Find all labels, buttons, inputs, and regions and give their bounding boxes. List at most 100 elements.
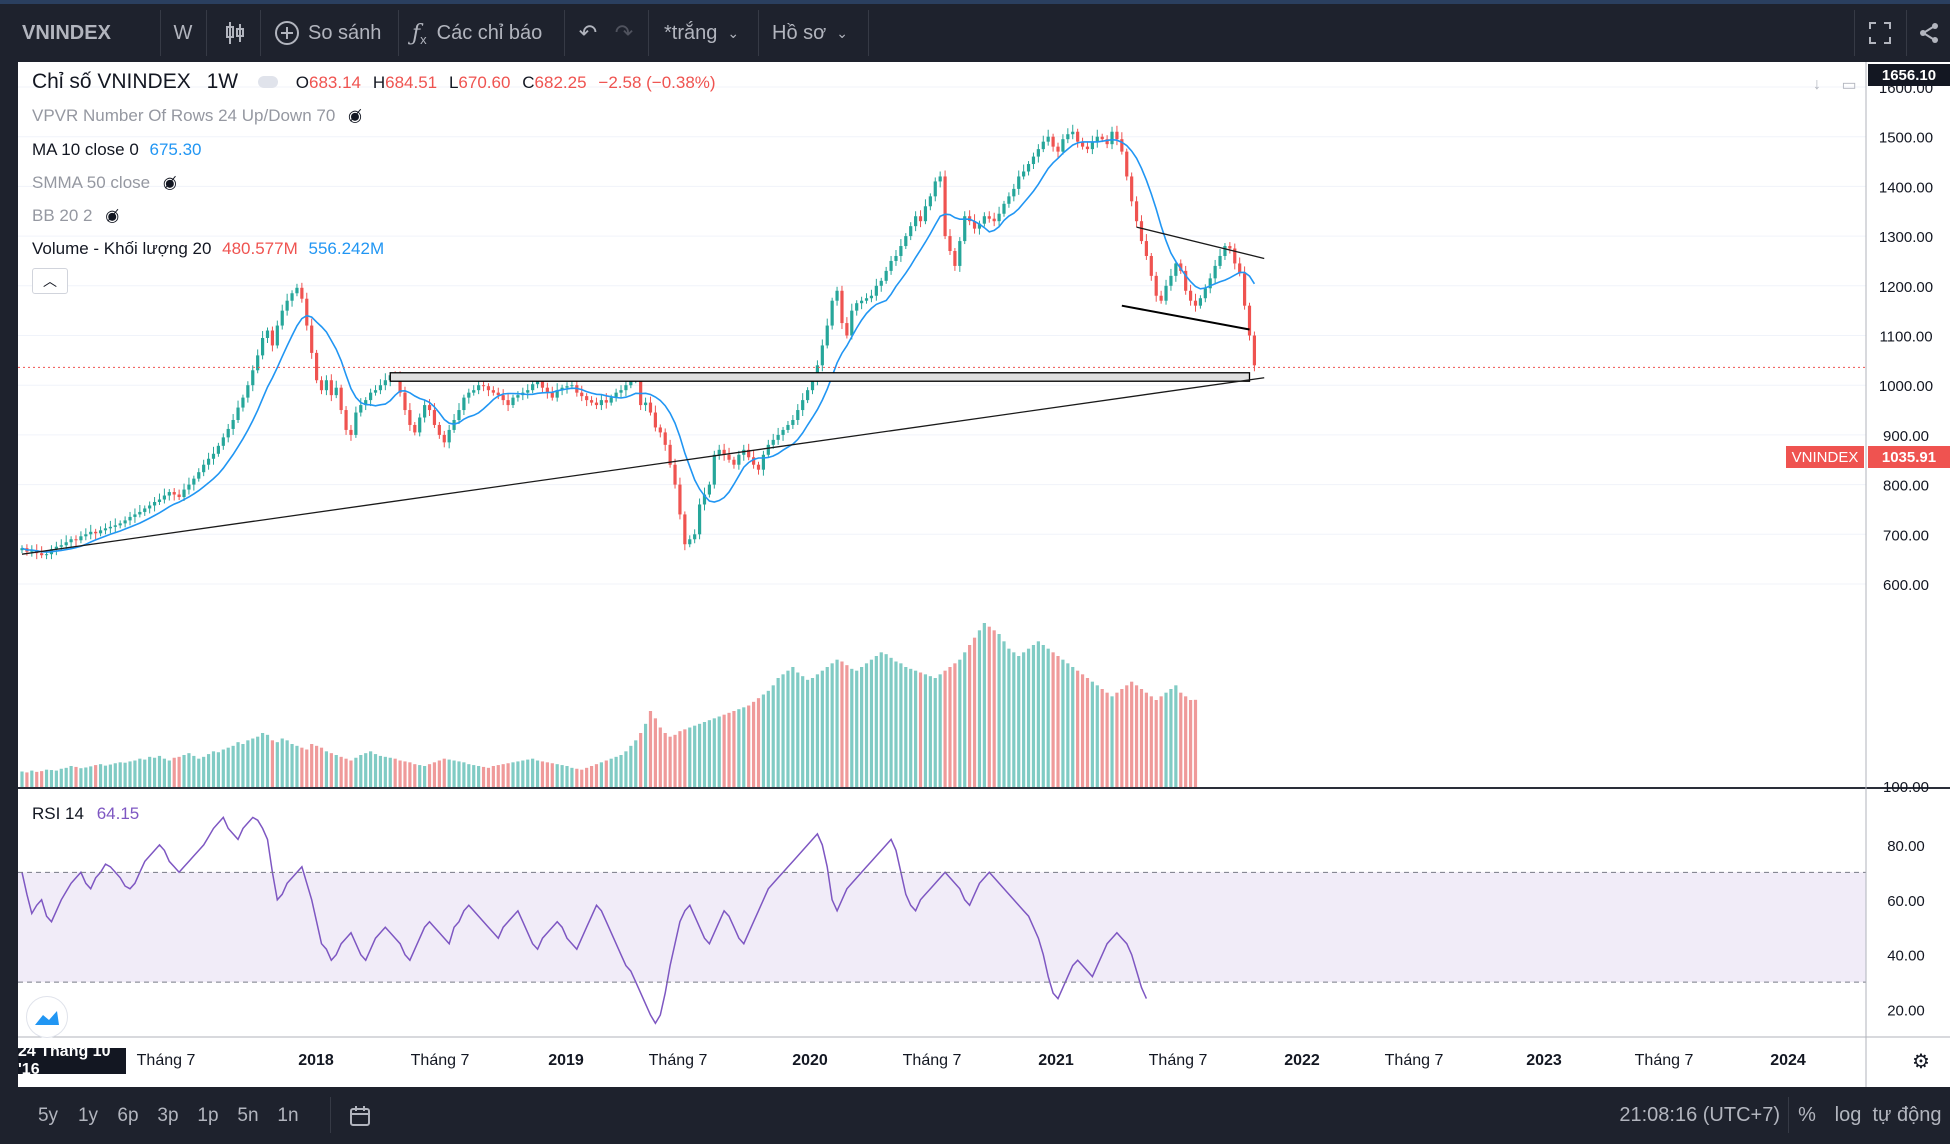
volume-bar xyxy=(604,760,608,788)
profile-dropdown[interactable]: Hồ sơ ⌄ xyxy=(772,4,868,62)
volume-bar xyxy=(953,663,957,788)
symbol-tag: VNINDEX xyxy=(1786,446,1864,468)
volume-bar xyxy=(349,760,353,788)
volume-bar xyxy=(486,767,491,788)
compare-button[interactable]: So sánh xyxy=(274,4,394,62)
volume-bar xyxy=(167,760,171,788)
template-dropdown[interactable]: *trắng ⌄ xyxy=(664,4,764,62)
legend-collapse-pill[interactable] xyxy=(257,76,278,89)
clock[interactable]: 21:08:16 (UTC+7) xyxy=(1590,1087,1780,1144)
range-button-6p[interactable]: 6p xyxy=(117,1104,139,1126)
restore-button[interactable]: ▭ xyxy=(1836,72,1862,98)
grid-lines xyxy=(18,86,1866,585)
legend-interval: 1W xyxy=(206,70,239,93)
volume-bar xyxy=(157,755,162,788)
chart-area[interactable]: 1600.00 1500.00 1400.00 1300.00 1200.00 1100.… xyxy=(18,62,1950,1087)
symbol-search-button[interactable]: VNINDEX xyxy=(22,4,142,62)
volume-bar xyxy=(840,661,844,788)
candle-body xyxy=(265,330,270,338)
candle-body xyxy=(128,516,132,521)
percent-toggle[interactable]: % xyxy=(1790,1087,1824,1144)
candle-body xyxy=(418,417,422,433)
candle-body xyxy=(182,489,186,498)
candle-body xyxy=(1110,131,1114,145)
volume-bar xyxy=(324,751,329,788)
candle-body xyxy=(231,419,235,429)
goto-date-button[interactable] xyxy=(348,1087,378,1144)
price-tick-label: 1300.00 xyxy=(1879,229,1933,246)
auto-toggle[interactable]: tự động xyxy=(1872,1087,1942,1144)
volume-bar xyxy=(977,630,982,788)
volume-bar xyxy=(256,736,260,788)
volume-bar xyxy=(1012,652,1016,788)
chart-svg[interactable]: 1600.001500.001400.001300.001200.001100.… xyxy=(18,62,1950,1087)
range-button-1n[interactable]: 1n xyxy=(277,1104,299,1126)
candle-body xyxy=(678,484,682,515)
candle-body xyxy=(791,419,795,425)
share-button[interactable] xyxy=(1914,4,1944,62)
range-button-3p[interactable]: 3p xyxy=(157,1104,179,1126)
volume-bar xyxy=(408,762,412,788)
redo-icon: ↷ xyxy=(614,20,634,45)
candle-body xyxy=(177,494,181,498)
volume-bar xyxy=(403,761,407,788)
chart-type-button[interactable] xyxy=(220,4,250,62)
volume-bar xyxy=(727,712,731,788)
scroll-down-button[interactable]: ↓ xyxy=(1804,72,1830,98)
chevron-up-icon: ︿ xyxy=(43,273,57,289)
range-button-1y[interactable]: 1y xyxy=(77,1104,99,1126)
volume-bar xyxy=(418,765,422,788)
candle-body xyxy=(477,385,481,391)
candle-body xyxy=(383,380,387,386)
candle-body xyxy=(506,400,510,406)
range-button-5n[interactable]: 5n xyxy=(237,1104,259,1126)
eye-hidden-icon[interactable]: ◉̸ xyxy=(348,108,362,125)
candle-body xyxy=(732,459,736,465)
range-button-5y[interactable]: 5y xyxy=(37,1104,59,1126)
eye-hidden-icon[interactable]: ◉̸ xyxy=(105,208,120,225)
rsi-value: 64.15 xyxy=(96,804,140,823)
volume-bar xyxy=(972,637,977,788)
candle-body xyxy=(192,478,196,485)
volume-bar xyxy=(295,745,299,788)
volume-bar xyxy=(35,771,39,788)
volume-bar xyxy=(280,738,284,788)
volume-bar xyxy=(177,756,181,788)
candle-body xyxy=(1076,131,1080,142)
redo-button[interactable]: ↷ xyxy=(612,4,636,62)
candle-body xyxy=(889,260,893,271)
legend-bb: BB 20 2 ◉̸ xyxy=(32,206,119,226)
fullscreen-button[interactable] xyxy=(1862,4,1898,62)
volume-bar xyxy=(899,663,903,788)
price-tick-label: 1100.00 xyxy=(1879,329,1932,346)
volume-bar xyxy=(737,709,741,788)
candle-body xyxy=(305,298,309,326)
volume-bar xyxy=(1031,645,1036,788)
candle-body xyxy=(206,458,211,465)
candle-body xyxy=(1085,146,1090,150)
candle-body xyxy=(162,495,166,500)
settings-button[interactable]: ⚙ xyxy=(1908,1048,1934,1074)
bb-label: BB 20 2 xyxy=(32,206,93,225)
volume-bar xyxy=(678,731,682,788)
volume-bar xyxy=(796,672,800,788)
volume-bar xyxy=(1095,685,1099,788)
rsi-tick-label: 20.00 xyxy=(1887,1003,1925,1020)
candle-body xyxy=(290,293,294,301)
range-button-1p[interactable]: 1p xyxy=(197,1104,219,1126)
interval-button[interactable]: W xyxy=(162,4,204,62)
candle-body xyxy=(658,427,662,433)
undo-button[interactable]: ↶ xyxy=(576,4,600,62)
legend-collapse-button[interactable]: ︿ xyxy=(32,268,68,294)
candle-body xyxy=(133,514,137,517)
log-toggle[interactable]: log xyxy=(1828,1087,1868,1144)
tradingview-logo[interactable] xyxy=(26,996,68,1038)
candle-body xyxy=(776,434,780,440)
candle-body xyxy=(702,494,707,505)
candle-body xyxy=(874,285,878,296)
arrow-down-icon: ↓ xyxy=(1813,76,1821,93)
legend-ma: MA 10 close 0 675.30 xyxy=(32,140,202,160)
candle-body xyxy=(118,523,122,526)
eye-hidden-icon[interactable]: ◉̸ xyxy=(162,175,177,192)
